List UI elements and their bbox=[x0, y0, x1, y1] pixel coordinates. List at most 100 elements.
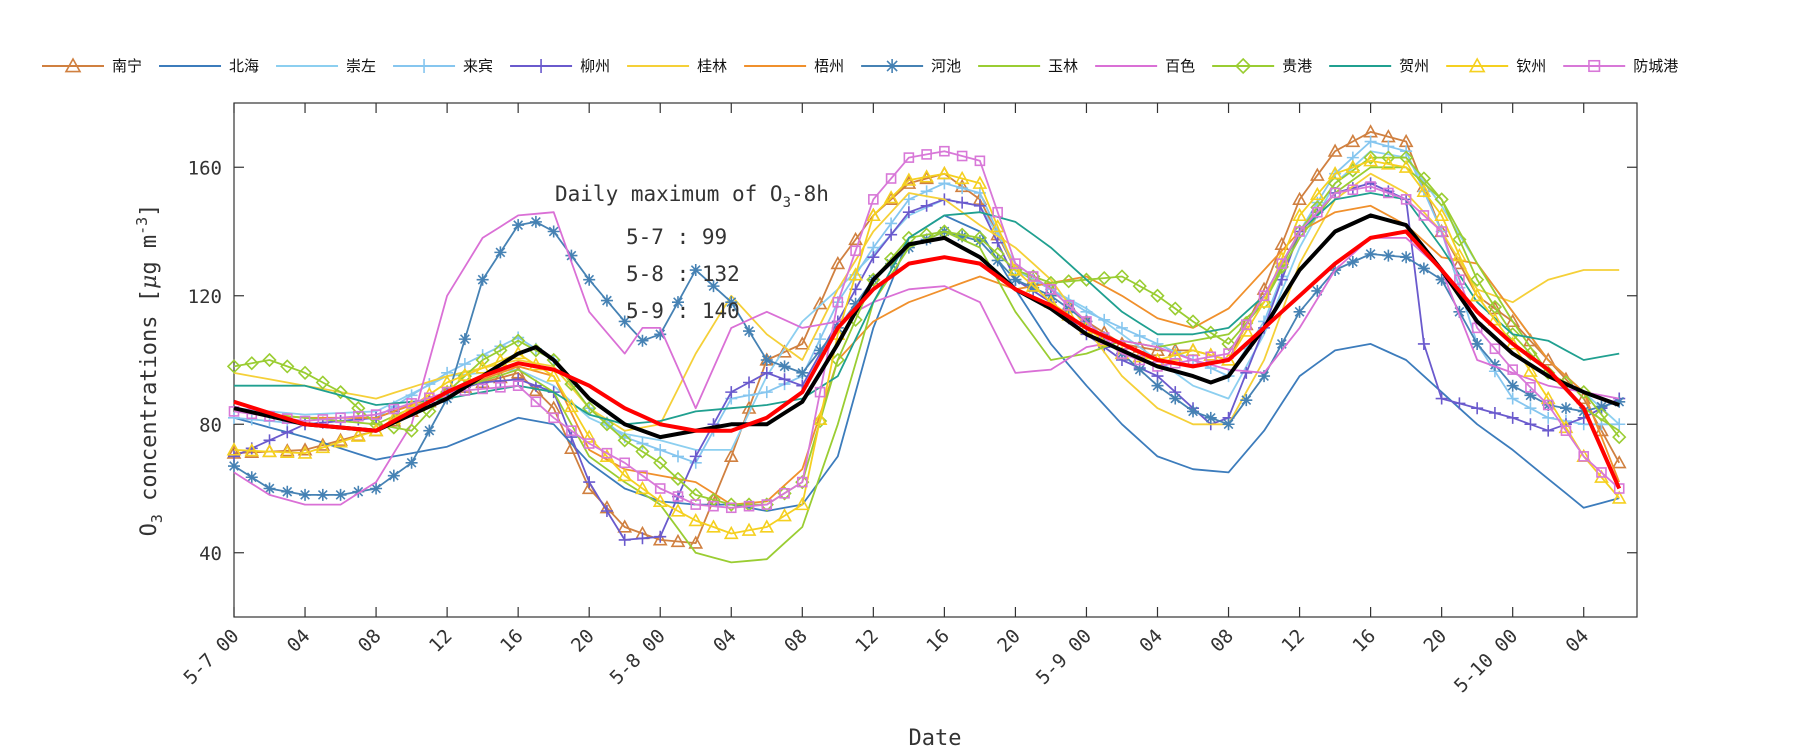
data-point-13-10 bbox=[406, 398, 417, 409]
data-point-13-36 bbox=[868, 194, 879, 205]
data-point-7-26 bbox=[689, 264, 702, 277]
data-point-7-28 bbox=[725, 296, 738, 309]
data-point-13-26 bbox=[690, 499, 702, 510]
data-point-0-28 bbox=[723, 448, 739, 462]
daily-max-annotation: Daily maximum of O3-8h 5-7 : 99 5-8 : 13… bbox=[555, 182, 829, 323]
data-point-4-24 bbox=[654, 530, 667, 543]
x-tick-label: 20 bbox=[1419, 625, 1451, 657]
data-point-13-65 bbox=[1383, 187, 1394, 199]
data-point-13-17 bbox=[530, 396, 542, 408]
x-tick-label: 12 bbox=[1277, 625, 1309, 657]
data-point-10-49 bbox=[1097, 270, 1112, 286]
data-point-10-41 bbox=[955, 227, 970, 242]
data-point-7-75 bbox=[1559, 402, 1572, 415]
data-point-0-78 bbox=[1611, 455, 1627, 469]
legend-label-2: 崇左 bbox=[346, 57, 376, 75]
data-point-12-61 bbox=[1309, 186, 1325, 201]
data-point-12-69 bbox=[1452, 247, 1467, 262]
data-point-4-19 bbox=[565, 431, 578, 444]
legend-marker-12 bbox=[1468, 57, 1486, 73]
data-point-3-30 bbox=[760, 386, 773, 399]
data-point-12-0 bbox=[226, 442, 242, 456]
data-point-13-7 bbox=[353, 410, 364, 422]
data-point-13-41 bbox=[956, 150, 968, 162]
data-point-10-10 bbox=[404, 423, 419, 438]
y-axis-label: O3 concentrations [μg m-3] bbox=[133, 204, 166, 537]
series-6 bbox=[233, 204, 1621, 506]
data-point-12-25 bbox=[670, 503, 686, 517]
data-point-12-33 bbox=[812, 411, 828, 426]
x-tick-label: 12 bbox=[425, 625, 457, 657]
data-point-13-46 bbox=[1045, 284, 1057, 295]
data-point-13-32 bbox=[797, 476, 808, 488]
series-line-12 bbox=[233, 159, 1620, 535]
legend-label-7: 河池 bbox=[931, 57, 961, 75]
data-point-13-69 bbox=[1454, 274, 1465, 285]
legend-marker-4 bbox=[534, 59, 549, 73]
data-point-12-53 bbox=[1167, 347, 1183, 361]
data-point-13-33 bbox=[814, 386, 826, 398]
data-point-7-56 bbox=[1222, 418, 1235, 431]
data-point-12-30 bbox=[759, 519, 775, 533]
data-point-10-26 bbox=[688, 487, 703, 503]
data-point-3-73 bbox=[1524, 402, 1537, 415]
data-point-13-57 bbox=[1240, 319, 1252, 330]
data-point-0-26 bbox=[688, 535, 704, 549]
data-point-4-22 bbox=[618, 533, 631, 546]
data-point-13-39 bbox=[921, 149, 932, 160]
data-point-10-47 bbox=[1061, 274, 1076, 289]
data-point-3-33 bbox=[814, 333, 827, 346]
legend-item-5: 桂林 bbox=[627, 57, 727, 75]
data-point-3-49 bbox=[1098, 313, 1111, 326]
data-point-12-40 bbox=[937, 166, 952, 180]
legend-label-0: 南宁 bbox=[112, 57, 142, 75]
data-point-12-45 bbox=[1025, 278, 1041, 292]
data-point-12-29 bbox=[741, 522, 757, 536]
data-point-12-26 bbox=[688, 512, 704, 527]
data-point-3-37 bbox=[885, 217, 898, 230]
legend-item-4: 柳州 bbox=[510, 57, 610, 75]
data-point-3-64 bbox=[1364, 135, 1377, 148]
x-tick-label: 16 bbox=[496, 625, 528, 657]
data-point-7-8 bbox=[370, 482, 383, 495]
data-point-7-58 bbox=[1258, 370, 1271, 383]
data-point-13-8 bbox=[370, 409, 382, 420]
data-point-0-32 bbox=[794, 336, 810, 350]
data-point-3-51 bbox=[1133, 329, 1146, 342]
data-point-10-42 bbox=[972, 230, 988, 246]
data-point-13-37 bbox=[885, 173, 897, 184]
data-point-3-29 bbox=[743, 389, 756, 402]
data-point-7-18 bbox=[547, 225, 560, 238]
data-point-7-42 bbox=[973, 235, 986, 248]
data-point-12-14 bbox=[475, 360, 490, 374]
chart-legend: 南宁 北海 崇左 来宾 柳州 桂林 梧州 河池 玉林 百色 贵港 贺州 钦州 防城港 bbox=[42, 57, 1678, 75]
data-point-7-31 bbox=[778, 360, 791, 373]
data-point-10-43 bbox=[990, 246, 1005, 262]
data-point-13-24 bbox=[654, 483, 666, 494]
data-point-12-44 bbox=[1008, 262, 1023, 276]
legend-item-10: 贵港 bbox=[1212, 57, 1312, 75]
data-point-7-10 bbox=[405, 456, 418, 469]
data-point-4-43 bbox=[991, 236, 1004, 249]
legend-marker-10 bbox=[1235, 57, 1252, 75]
x-tick-label: 04 bbox=[1562, 625, 1594, 657]
annotation-line-5-9: 5-9 : 140 bbox=[626, 299, 740, 323]
legend-item-3: 来宾 bbox=[393, 57, 493, 75]
data-point-10-1 bbox=[244, 356, 259, 371]
data-point-7-32 bbox=[796, 366, 809, 379]
data-point-13-28 bbox=[725, 502, 737, 514]
data-point-7-66 bbox=[1400, 251, 1413, 264]
legend-item-9: 百色 bbox=[1095, 57, 1195, 75]
annotation-title: Daily maximum of O3-8h bbox=[555, 182, 829, 211]
data-point-7-71 bbox=[1488, 358, 1501, 371]
x-tick-label: 04 bbox=[283, 625, 315, 657]
data-point-7-67 bbox=[1417, 262, 1430, 275]
data-point-13-68 bbox=[1436, 226, 1447, 237]
data-point-7-4 bbox=[299, 488, 312, 501]
data-point-13-27 bbox=[708, 500, 719, 512]
legend-label-6: 梧州 bbox=[814, 57, 844, 75]
data-point-7-29 bbox=[743, 325, 756, 338]
data-point-12-55 bbox=[1203, 347, 1219, 361]
data-point-7-44 bbox=[1009, 273, 1022, 286]
data-point-0-34 bbox=[830, 255, 846, 270]
